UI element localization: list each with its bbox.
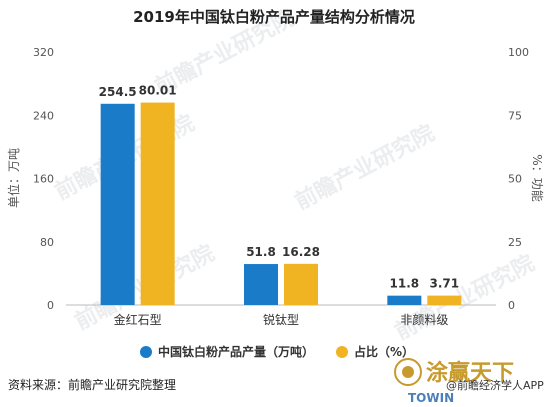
bar-output-0 xyxy=(100,103,135,305)
bar-share-0 xyxy=(140,102,175,305)
legend-label-output: 中国钛白粉产品产量（万吨） xyxy=(158,344,314,359)
brand-logo: 涂赢天下 @前瞻经济学人APP TOWIN xyxy=(394,358,544,405)
y-axis-right-ticks: 0 25 50 75 100 xyxy=(508,46,529,312)
data-label-share-0: 80.01 xyxy=(139,84,177,98)
y-left-tick-4: 320 xyxy=(33,46,54,59)
bar-output-1 xyxy=(244,264,278,305)
data-label-share-1: 16.28 xyxy=(282,245,320,259)
y-left-tick-3: 240 xyxy=(33,109,54,122)
legend: 中国钛白粉产品产量（万吨） 占比（%） xyxy=(140,344,414,359)
bar-output-2 xyxy=(387,295,422,305)
legend-label-share: 占比（%） xyxy=(354,344,414,359)
y-right-tick-4: 100 xyxy=(508,46,529,59)
data-label-output-0: 254.5 xyxy=(99,85,137,99)
y-left-tick-2: 160 xyxy=(33,173,54,186)
category-labels: 金红石型 锐钛型 非颜料级 xyxy=(114,312,449,327)
chart-title: 2019年中国钛白粉产品产量结构分析情况 xyxy=(133,8,415,26)
legend-marker-share xyxy=(336,346,348,358)
brand-emblem-core-icon xyxy=(402,366,414,378)
category-label-2: 非颜料级 xyxy=(400,312,448,327)
y-right-tick-0: 0 xyxy=(508,299,515,312)
y-right-tick-2: 50 xyxy=(508,173,522,186)
y-left-tick-0: 0 xyxy=(47,299,54,312)
towin-mark: TOWIN xyxy=(408,391,454,405)
data-label-output-1: 51.8 xyxy=(246,245,276,259)
app-credit: @前瞻经济学人APP xyxy=(446,378,544,392)
bar-share-2 xyxy=(427,295,462,305)
y-right-tick-1: 25 xyxy=(508,236,522,249)
y-axis-left-ticks: 0 80 160 240 320 xyxy=(33,46,54,312)
source-note: 资料来源：前瞻产业研究院整理 xyxy=(8,377,176,392)
brand-name: 涂赢天下 xyxy=(426,360,514,386)
watermark-3: 前瞻产业研究院 xyxy=(291,120,439,215)
data-label-output-2: 11.8 xyxy=(390,277,420,291)
y-left-tick-1: 80 xyxy=(40,236,54,249)
bar-share-1 xyxy=(284,263,318,305)
category-label-1: 锐钛型 xyxy=(263,312,299,327)
category-label-0: 金红石型 xyxy=(114,312,162,327)
bars xyxy=(100,102,462,305)
data-label-share-2: 3.71 xyxy=(430,277,460,291)
y-right-tick-3: 75 xyxy=(508,109,522,122)
data-labels: 254.5 80.01 51.8 16.28 11.8 3.71 xyxy=(99,84,459,291)
y-axis-right-title: %：功能 xyxy=(530,154,544,201)
legend-marker-output xyxy=(140,346,152,358)
y-axis-left-title: 单位：万吨 xyxy=(6,148,21,208)
